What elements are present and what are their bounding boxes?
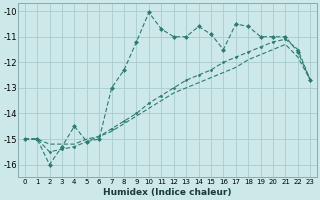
X-axis label: Humidex (Indice chaleur): Humidex (Indice chaleur): [103, 188, 232, 197]
